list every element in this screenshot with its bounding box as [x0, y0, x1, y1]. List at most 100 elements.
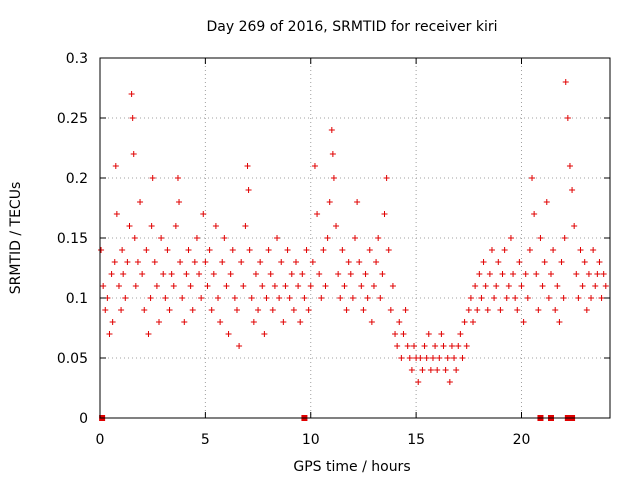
- data-point: [381, 211, 388, 217]
- data-point: [131, 235, 138, 241]
- data-point: [118, 307, 125, 313]
- data-point: [290, 307, 297, 313]
- data-point: [596, 259, 603, 265]
- data-point: [503, 295, 510, 301]
- data-point: [514, 307, 521, 313]
- data-point: [196, 271, 203, 277]
- data-point: [406, 355, 413, 361]
- data-point: [244, 163, 251, 169]
- data-point: [263, 295, 270, 301]
- x-tick-label: 15: [407, 432, 425, 448]
- data-point: [139, 271, 146, 277]
- data-point: [305, 307, 312, 313]
- data-point: [160, 271, 167, 277]
- data-point: [543, 199, 550, 205]
- tick-labels: 0 0.05 0.1 0.15 0.2 0.25 0.3 0 5 10 15 20: [57, 51, 531, 448]
- data-point: [358, 283, 365, 289]
- data-point: [225, 331, 232, 337]
- data-point: [379, 271, 386, 277]
- data-point: [303, 247, 310, 253]
- data-point: [442, 367, 449, 373]
- data-point: [177, 259, 184, 265]
- data-point: [245, 187, 252, 193]
- data-point: [147, 295, 154, 301]
- data-point: [257, 259, 264, 265]
- data-point: [297, 319, 304, 325]
- data-point: [330, 175, 337, 181]
- data-point: [156, 319, 163, 325]
- data-point: [343, 307, 350, 313]
- data-point: [459, 355, 466, 361]
- data-point: [545, 295, 552, 301]
- data-point: [579, 283, 586, 289]
- data-point: [465, 307, 472, 313]
- data-point: [191, 259, 198, 265]
- data-point: [145, 331, 152, 337]
- data-point: [200, 211, 207, 217]
- data-point: [415, 379, 422, 385]
- data-point: [113, 211, 120, 217]
- data-point: [354, 199, 361, 205]
- data-point: [526, 247, 533, 253]
- data-point: [339, 247, 346, 253]
- data-point: [581, 259, 588, 265]
- data-point: [448, 343, 455, 349]
- data-point: [252, 271, 259, 277]
- data-point: [408, 367, 415, 373]
- y-tick-label: 0.1: [66, 291, 88, 307]
- data-point: [314, 211, 321, 217]
- data-point: [345, 259, 352, 265]
- data-point: [474, 307, 481, 313]
- data-point: [318, 295, 325, 301]
- data-point: [594, 271, 601, 277]
- data-point: [423, 355, 430, 361]
- data-point: [387, 307, 394, 313]
- data-point: [176, 199, 183, 205]
- data-point: [335, 271, 342, 277]
- data-point: [566, 163, 573, 169]
- data-point: [478, 295, 485, 301]
- data-point: [198, 295, 205, 301]
- data-point: [326, 199, 333, 205]
- data-point: [370, 283, 377, 289]
- data-point: [307, 283, 314, 289]
- data-point: [463, 343, 470, 349]
- data-point: [444, 355, 451, 361]
- data-point: [141, 307, 148, 313]
- data-point: [360, 307, 367, 313]
- data-point: [299, 271, 306, 277]
- data-point: [529, 175, 536, 181]
- data-point: [295, 283, 302, 289]
- data-point: [539, 283, 546, 289]
- data-point: [472, 283, 479, 289]
- data-point: [284, 247, 291, 253]
- data-point: [556, 319, 563, 325]
- data-point: [590, 247, 597, 253]
- data-point: [109, 319, 116, 325]
- data-point: [510, 271, 517, 277]
- data-point: [554, 283, 561, 289]
- data-point: [362, 271, 369, 277]
- data-point: [328, 127, 335, 133]
- data-point: [143, 247, 150, 253]
- data-point: [411, 343, 418, 349]
- data-point: [166, 307, 173, 313]
- data-point: [352, 235, 358, 241]
- x-tick-label: 20: [513, 432, 531, 448]
- data-point: [119, 247, 126, 253]
- data-point: [193, 235, 200, 241]
- data-point: [419, 367, 426, 373]
- data-point: [311, 163, 318, 169]
- data-point: [394, 343, 401, 349]
- data-point: [434, 367, 441, 373]
- data-point: [132, 283, 139, 289]
- y-tick-label: 0.15: [57, 231, 88, 247]
- data-point: [322, 283, 329, 289]
- data-point: [497, 307, 504, 313]
- data-point: [392, 331, 399, 337]
- data-point: [516, 259, 523, 265]
- data-point: [282, 283, 289, 289]
- data-point: [373, 259, 380, 265]
- data-point: [364, 295, 371, 301]
- data-point: [436, 355, 443, 361]
